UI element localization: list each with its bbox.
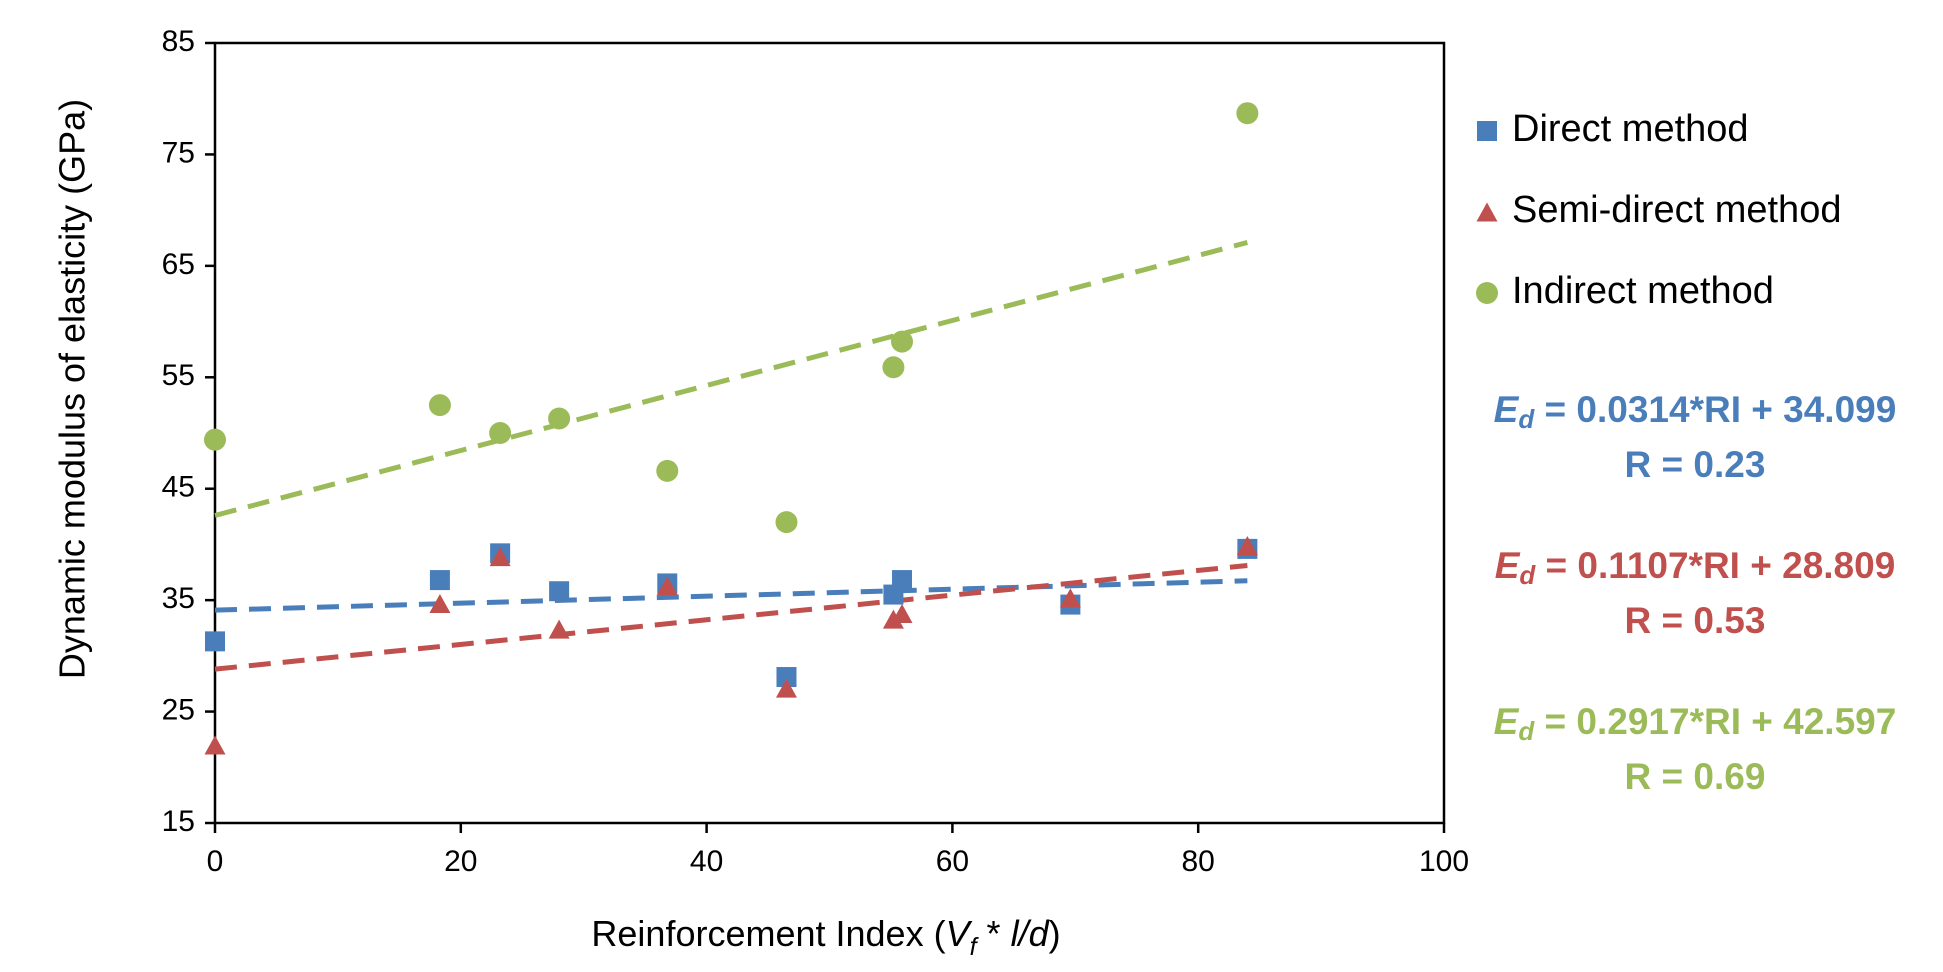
equation-block: Ed = 0.2917*RI + 42.597 R = 0.69 xyxy=(1494,701,1897,797)
legend: Direct method Semi-direct method Indirect … xyxy=(1476,108,1841,312)
data-point-triangle xyxy=(775,678,797,698)
trendline-equation: Ed = 0.2917*RI + 42.597 xyxy=(1494,701,1897,746)
x-tick-label: 20 xyxy=(444,845,477,878)
data-point-square xyxy=(549,581,570,602)
data-point-circle xyxy=(548,407,571,430)
equation-rest: = 0.0314*RI + 34.099 xyxy=(1534,389,1896,430)
data-point-triangle xyxy=(429,593,451,613)
data-point-circle xyxy=(489,422,512,444)
data-point-triangle xyxy=(1059,588,1081,608)
x-axis-title-ld: l/d xyxy=(1011,913,1050,954)
y-tick-label: 15 xyxy=(162,805,195,838)
equation-block: Ed = 0.1107*RI + 28.809 R = 0.53 xyxy=(1495,545,1896,641)
y-tick-label: 85 xyxy=(162,25,195,58)
x-axis-title-suffix: ) xyxy=(1049,913,1061,954)
equation-e: E xyxy=(1494,701,1520,742)
correlation-r: R = 0.69 xyxy=(1625,756,1766,797)
legend-label: Direct method xyxy=(1512,108,1749,150)
equation-block: Ed = 0.0314*RI + 34.099 R = 0.23 xyxy=(1494,389,1897,485)
x-tick-label: 100 xyxy=(1419,845,1469,878)
y-tick-label: 75 xyxy=(162,136,195,169)
legend-label: Indirect method xyxy=(1512,270,1774,312)
equation-rest: = 0.2917*RI + 42.597 xyxy=(1534,701,1896,742)
data-point-triangle xyxy=(891,604,913,624)
equation-e: E xyxy=(1494,389,1520,430)
data-point-circle xyxy=(1236,102,1259,125)
x-axis-title: Reinforcement Index (Vf * l/d) xyxy=(591,913,1060,961)
x-tick-label: 80 xyxy=(1182,845,1215,878)
data-point-triangle xyxy=(882,609,904,629)
legend-marker-square xyxy=(1477,121,1497,141)
legend-label: Semi-direct method xyxy=(1512,189,1841,231)
equation-sub-d: d xyxy=(1518,716,1535,746)
x-axis-title-v: V xyxy=(946,913,973,954)
data-point-triangle xyxy=(489,547,511,567)
data-point-circle xyxy=(204,428,226,451)
x-axis-title-sub-f: f xyxy=(970,933,980,961)
data-point-circle xyxy=(775,511,798,534)
equation-rest: = 0.1107*RI + 28.809 xyxy=(1535,545,1895,586)
data-point-square xyxy=(205,631,225,652)
trendline-square xyxy=(214,578,1248,613)
trendline-equation: Ed = 0.0314*RI + 34.099 xyxy=(1494,389,1897,434)
plot-area-border xyxy=(213,41,1446,825)
y-tick-label: 45 xyxy=(162,471,195,504)
x-tick-label: 0 xyxy=(207,845,224,878)
data-point-triangle xyxy=(204,735,226,755)
trendlines-layer xyxy=(214,240,1248,672)
data-point-triangle xyxy=(548,619,570,639)
y-tick-label: 55 xyxy=(162,359,195,392)
axes-layer: 15 25 35 45 55 65 75 85 0 20 40 60 80 100 xyxy=(162,25,1469,878)
trendline-equations: Ed = 0.0314*RI + 34.099 R = 0.23 Ed = 0.11… xyxy=(1494,389,1897,797)
data-point-circle xyxy=(656,459,679,482)
data-point-square xyxy=(892,570,913,591)
y-tick-label: 65 xyxy=(162,248,195,281)
correlation-r: R = 0.53 xyxy=(1625,600,1766,641)
data-point-square xyxy=(429,570,450,591)
data-point-circle xyxy=(891,330,914,353)
equation-sub-d: d xyxy=(1519,560,1536,590)
equation-e: E xyxy=(1495,545,1521,586)
x-tick-label: 40 xyxy=(690,845,723,878)
x-axis-title-prefix: Reinforcement Index ( xyxy=(591,913,945,954)
data-point-square xyxy=(776,667,797,688)
x-tick-label: 60 xyxy=(936,845,969,878)
y-axis-title: Dynamic modulus of elasticity (GPa) xyxy=(52,99,93,679)
legend-marker-circle xyxy=(1476,282,1498,304)
x-axis-title-mid: * xyxy=(977,913,1011,954)
data-point-triangle xyxy=(1236,536,1258,556)
equation-sub-d: d xyxy=(1518,404,1535,434)
y-tick-label: 25 xyxy=(162,693,195,726)
trendline-circle xyxy=(214,240,1248,518)
y-tick-label: 35 xyxy=(162,582,195,615)
data-point-circle xyxy=(882,356,905,379)
data-point-triangle xyxy=(656,576,678,596)
data-points-layer xyxy=(204,102,1259,755)
legend-marker-triangle xyxy=(1476,202,1498,222)
correlation-r: R = 0.23 xyxy=(1625,444,1766,485)
trendline-triangle xyxy=(214,563,1248,672)
trendline-equation: Ed = 0.1107*RI + 28.809 xyxy=(1495,545,1896,590)
data-point-circle xyxy=(428,394,451,417)
